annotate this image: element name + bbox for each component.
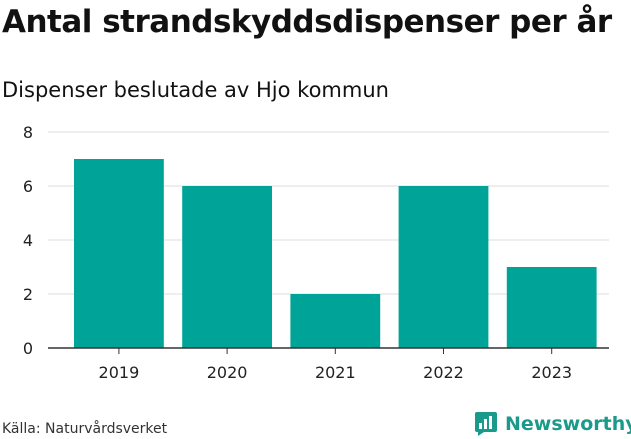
bar-2023: [506, 267, 597, 348]
y-tick-label: 4: [23, 231, 33, 250]
bar-2021: [290, 294, 381, 348]
y-tick-label: 8: [23, 123, 33, 142]
x-tick-label: 2019: [99, 363, 140, 382]
axes: 0 2 4 6 8 2019 2020 2021 2022 2023: [23, 123, 609, 382]
y-tick-label: 0: [23, 339, 33, 358]
bar-2019: [74, 159, 164, 348]
x-tick-label: 2020: [207, 363, 248, 382]
source-note: Källa: Naturvårdsverket: [2, 421, 168, 437]
y-tick-label: 2: [23, 285, 33, 304]
x-tick-label: 2023: [531, 363, 572, 382]
y-tick-label: 6: [23, 177, 33, 196]
x-tick-label: 2022: [423, 363, 464, 382]
bars: [74, 159, 597, 348]
bar-2020: [182, 186, 272, 348]
brand-name: Newsworthy: [505, 413, 631, 435]
bar-2022: [398, 186, 489, 348]
x-tick-label: 2021: [315, 363, 356, 382]
newsworthy-logo: Newsworthy: [474, 410, 631, 438]
chart-title: Antal strandskyddsdispenser per år: [2, 4, 612, 40]
chart-subtitle: Dispenser beslutade av Hjo kommun: [2, 78, 389, 102]
newsworthy-logo-icon: [475, 412, 497, 436]
